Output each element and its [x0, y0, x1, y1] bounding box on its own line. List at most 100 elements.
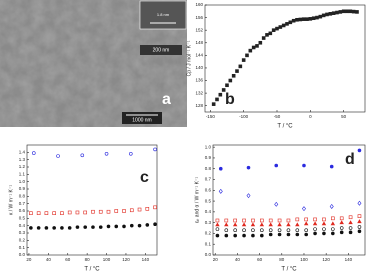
point: [277, 222, 282, 227]
point: [348, 220, 353, 225]
point: [91, 209, 95, 214]
point: [233, 228, 237, 232]
point: [153, 205, 157, 210]
point: [233, 218, 237, 223]
point: [348, 230, 353, 235]
point: [153, 222, 157, 226]
point: [122, 209, 126, 213]
point: [145, 223, 150, 227]
point: [277, 228, 282, 232]
point: [259, 222, 265, 227]
point: [357, 229, 362, 234]
point: [233, 233, 237, 238]
point: [122, 224, 126, 229]
point: [274, 201, 279, 207]
point: [351, 9, 356, 14]
point: [286, 228, 291, 232]
point: [67, 226, 72, 230]
panel-label: d: [345, 151, 355, 168]
point: [331, 231, 335, 236]
point: [321, 13, 326, 18]
point: [313, 227, 317, 231]
point: [348, 9, 353, 14]
x-tick-label: 50: [341, 114, 347, 119]
y-tick-label: 0.6: [19, 208, 26, 213]
point: [98, 209, 103, 214]
panel-label: b: [225, 91, 235, 108]
point: [224, 233, 229, 238]
point: [348, 226, 353, 230]
y-tick-label: 140: [195, 65, 203, 70]
point: [277, 218, 282, 223]
y-tick-label: 128: [195, 103, 203, 108]
point: [129, 208, 134, 213]
point: [36, 226, 41, 230]
point: [277, 232, 282, 237]
point: [304, 217, 308, 222]
point: [295, 217, 300, 222]
point: [36, 211, 41, 215]
point: [357, 148, 362, 153]
point: [288, 20, 293, 25]
point: [304, 228, 308, 232]
y-tick-label: 0.8: [19, 194, 26, 199]
point: [268, 31, 273, 36]
point: [251, 45, 256, 50]
point: [215, 227, 220, 231]
plot-frame: [26, 144, 158, 256]
y-tick-label: 0.2: [19, 238, 26, 243]
x-tick-label: 40: [46, 257, 52, 262]
point: [83, 210, 88, 215]
point: [251, 228, 255, 232]
point: [331, 227, 335, 231]
point: [241, 58, 246, 62]
y-tick-label: 0.2: [205, 231, 212, 236]
x-tick-label: 40: [235, 257, 241, 262]
point: [325, 12, 329, 17]
point: [75, 225, 80, 229]
y-tick-label: 0.5: [205, 198, 212, 203]
point: [261, 36, 266, 40]
point: [312, 221, 318, 226]
point: [329, 164, 334, 169]
point: [104, 152, 109, 156]
point: [302, 163, 306, 168]
point: [274, 163, 279, 168]
point: [275, 26, 279, 31]
point: [318, 14, 323, 19]
point: [98, 225, 103, 229]
point: [114, 224, 119, 229]
point: [286, 222, 291, 227]
y-tick-label: 0.0: [19, 252, 26, 257]
point: [137, 223, 142, 228]
point: [245, 53, 249, 58]
x-tick-label: 60: [257, 257, 263, 262]
point: [246, 193, 251, 199]
point: [218, 166, 223, 171]
y-tick-label: 160: [195, 2, 203, 7]
y-tick-label: 144: [195, 53, 203, 58]
point: [331, 11, 336, 15]
point: [303, 221, 309, 226]
x-tick-label: 120: [122, 257, 130, 262]
point: [106, 224, 111, 229]
x-tick-label: 60: [65, 257, 71, 262]
point: [322, 217, 326, 222]
point: [338, 10, 343, 14]
point: [215, 97, 219, 102]
point: [211, 102, 216, 106]
point: [339, 226, 344, 230]
point: [339, 220, 344, 225]
point: [260, 233, 264, 238]
point: [224, 228, 229, 232]
point: [321, 221, 327, 226]
y-tick-label: 1.4: [19, 150, 26, 155]
point: [52, 226, 56, 230]
y-axis-label: κ / W m⁻¹ K⁻¹: [8, 185, 14, 216]
y-tick-label: 1.1: [19, 172, 26, 177]
point: [286, 218, 291, 223]
point: [357, 219, 362, 224]
point: [224, 218, 229, 223]
point: [67, 210, 72, 215]
point: [258, 40, 263, 45]
